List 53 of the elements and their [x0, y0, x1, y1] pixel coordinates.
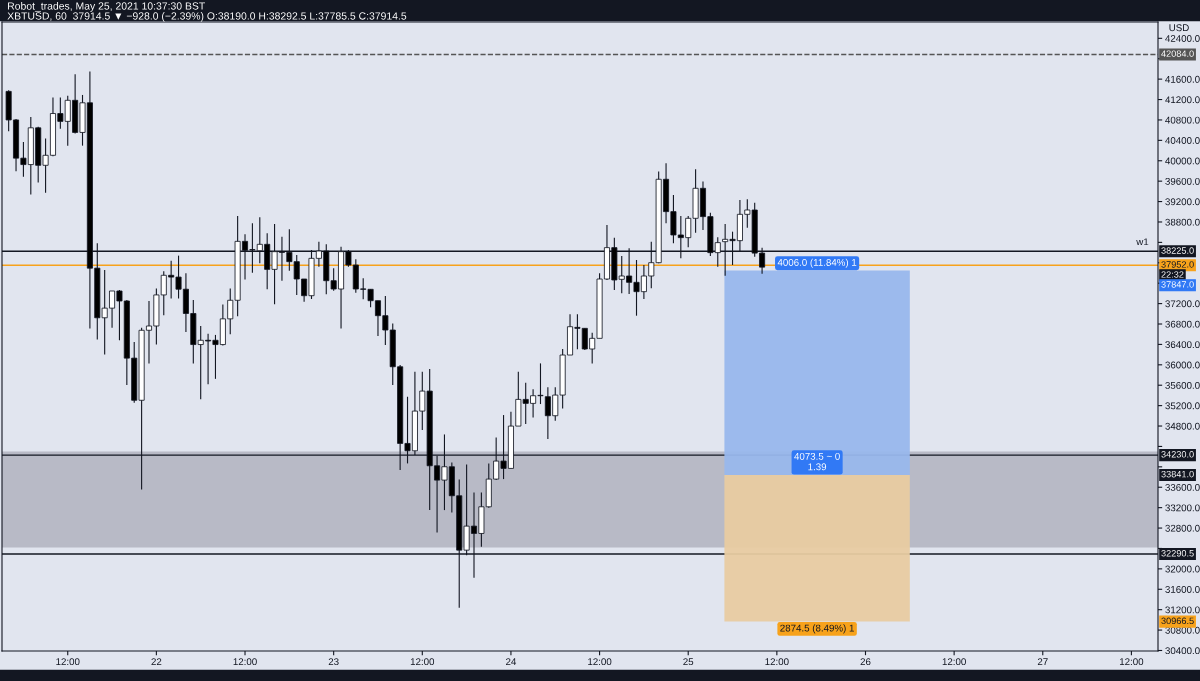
y-tick-label: 38800.0 — [1165, 218, 1200, 226]
x-tick-label: 24 — [506, 658, 517, 665]
annotation: 4073.5 ~ 0 1.39 — [794, 452, 840, 471]
text: 33841.0 — [1161, 470, 1194, 478]
y-tick-label: 39200.0 — [1165, 198, 1200, 206]
x-tick-label: 23 — [328, 658, 339, 666]
x-tick-label: 12:00 — [942, 658, 966, 666]
y-tick-label: 34800.0 — [1165, 422, 1200, 430]
y-tick-label: 33200.0 — [1165, 504, 1200, 512]
annotation: 2874.5 (8.49%) 1 — [780, 624, 854, 634]
y-tick-label: 40800.0 — [1165, 116, 1200, 124]
x-tick-label: 12:00 — [588, 658, 612, 666]
y-tick-label: 39600.0 — [1165, 177, 1200, 185]
x-tick-label: 12:00 — [410, 658, 435, 666]
annotation: 4006.0 (11.84%) 1 — [777, 258, 857, 268]
ref-line-label: 34230.0 — [1161, 451, 1194, 458]
y-tick-label: 36800.0 — [1165, 320, 1200, 328]
y-tick-label: 40400.0 — [1165, 137, 1200, 144]
y-tick-label: 30800.0 — [1165, 626, 1200, 634]
x-tick-label: 22 — [151, 658, 162, 665]
y-tick-label: 37200.0 — [1165, 300, 1200, 308]
ref-line-label: 42084.0 — [1161, 50, 1194, 57]
ref-line-label: 37952.0 — [1161, 261, 1194, 268]
text: 22:32 — [1161, 271, 1184, 278]
y-tick-label: 35600.0 — [1165, 381, 1200, 389]
y-tick-label: 42400.0 — [1165, 35, 1200, 42]
ref-line-label: 32290.5 — [1161, 550, 1194, 557]
text: 37847.0 — [1161, 281, 1194, 288]
x-tick-label: 12:00 — [765, 658, 789, 666]
y-tick-label: 32000.0 — [1165, 565, 1200, 573]
chart-title: Robot_trades, May 25, 2021 10:37:30 BST — [8, 2, 206, 12]
y-tick-label: 32800.0 — [1165, 524, 1200, 532]
y-tick-label: 31200.0 — [1165, 606, 1200, 614]
y-tick-label: 36400.0 — [1165, 341, 1200, 349]
y-tick-label: 36000.0 — [1165, 361, 1200, 369]
y-axis-title: USD — [1169, 24, 1189, 32]
y-tick-label: 33600.0 — [1165, 483, 1200, 491]
x-tick-label: 12:00 — [233, 658, 257, 666]
y-tick-label: 35200.0 — [1165, 402, 1200, 410]
chart-subtitle: XBTUSD, 60 37914.5 ▼ −928.0 (−2.39%) O:38190.0 H:38292.5 L:37785.5 C:37914.5 — [7, 12, 407, 22]
x-tick-label: 26 — [860, 658, 871, 666]
y-tick-label: 31600.0 — [1165, 586, 1200, 593]
x-tick-label: 25 — [683, 658, 694, 666]
x-tick-label: 27 — [1037, 658, 1048, 665]
annotation: w1 — [1136, 238, 1149, 246]
x-tick-label: 12:00 — [56, 658, 80, 666]
y-tick-label: 40000.0 — [1165, 157, 1200, 165]
ref-line-label: 38225.0 — [1161, 247, 1194, 254]
y-tick-label: 30400.0 — [1165, 647, 1200, 655]
y-tick-label: 41600.0 — [1165, 75, 1200, 83]
x-tick-label: 12:00 — [1119, 658, 1144, 666]
text: 30966.5 — [1161, 617, 1194, 625]
y-tick-label: 41200.0 — [1165, 96, 1200, 104]
